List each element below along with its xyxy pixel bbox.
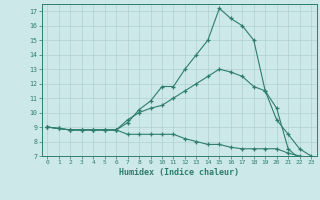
X-axis label: Humidex (Indice chaleur): Humidex (Indice chaleur) [119,168,239,177]
